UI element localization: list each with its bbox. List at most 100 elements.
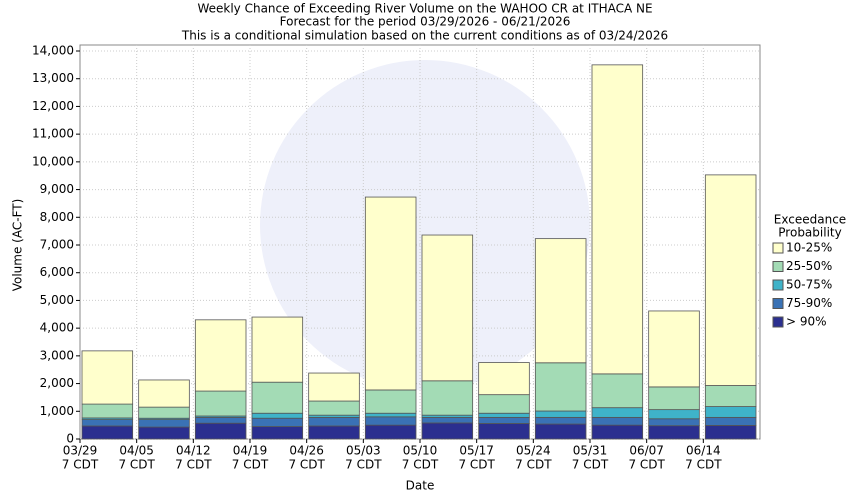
y-tick-label: 14,000 [32,44,74,58]
bar-segment [704,385,757,407]
bar-segment [251,316,304,383]
bar-segment [194,390,247,417]
x-tick-label: 06/14 [686,444,721,458]
bar-segment [704,425,757,440]
y-tick-label: 6,000 [40,265,74,279]
bar-segment [138,379,190,408]
bar-segment [421,380,474,416]
y-tick-label: 7,000 [40,238,74,252]
y-tick-label: 4,000 [40,321,74,335]
legend-swatch [772,298,784,309]
bar-segment [648,418,700,427]
legend-title: Probability [778,226,841,240]
bar-segment [251,412,304,419]
bar-segment [704,416,757,426]
bar-segment [534,362,587,412]
bar-segment [364,389,417,414]
x-tick-sublabel: 7 CDT [515,458,552,472]
y-tick-label: 10,000 [32,154,74,168]
y-tick-label: 13,000 [32,71,74,85]
y-axis-label: Volume (AC-FT) [11,199,25,292]
bar-segment [194,422,247,440]
legend-swatch [772,316,784,328]
bar-segment [704,174,757,386]
chart-subtitle: This is a conditional simulation based o… [181,29,668,43]
y-tick-label: 5,000 [40,293,74,307]
bar-segment [308,425,360,440]
bar-segment [308,416,360,427]
x-tick-sublabel: 7 CDT [232,458,269,472]
x-tick-sublabel: 7 CDT [628,458,665,472]
bar-segment [478,423,530,440]
bar-segment [364,412,417,418]
bar-segment [648,310,700,388]
bar-segment [138,426,190,440]
legend-swatch [772,242,784,254]
x-tick-label: 04/19 [233,444,268,458]
bar-segment [421,234,474,382]
bar-segment [421,422,474,440]
bar-segment [81,419,134,427]
bar-segment [308,400,360,416]
bar-segment [478,416,530,424]
x-tick-label: 05/03 [346,444,381,458]
bar-segment [308,372,360,402]
x-tick-sublabel: 7 CDT [288,458,325,472]
bar-segment [704,406,757,418]
bar-segment [194,416,247,424]
bar-segment [534,416,587,425]
bar-segment [251,381,304,414]
bar-segment [534,410,587,418]
legend-swatch [772,261,784,272]
chart-subtitle: Forecast for the period 03/29/2026 - 06/… [280,15,571,29]
bar-segment [421,416,474,424]
y-tick-label: 11,000 [32,127,74,141]
bar-segment [364,416,417,426]
x-tick-sublabel: 7 CDT [118,458,155,472]
x-axis-label: Date [406,479,435,493]
bar-segment [591,424,644,440]
x-tick-sublabel: 7 CDT [402,458,439,472]
x-tick-sublabel: 7 CDT [572,458,609,472]
x-tick-label: 04/26 [289,444,324,458]
bar-segment [591,373,644,409]
y-tick-label: 9,000 [40,182,74,196]
bar-segment [591,64,644,375]
x-tick-sublabel: 7 CDT [458,458,495,472]
y-tick-label: 0 [66,432,74,446]
bar-segment [251,417,304,427]
x-tick-label: 05/10 [403,444,438,458]
y-tick-label: 3,000 [40,348,74,362]
x-tick-label: 04/12 [176,444,211,458]
bar-segment [81,425,134,440]
bar-segment [591,416,644,426]
x-tick-label: 05/31 [573,444,608,458]
x-tick-sublabel: 7 CDT [62,458,99,472]
y-tick-label: 8,000 [40,210,74,224]
legend-label: 25-50% [786,259,832,273]
bar-segment [648,409,700,420]
x-tick-label: 03/29 [63,444,98,458]
bar-segment [138,406,190,419]
bar-segment [648,386,700,411]
x-tick-sublabel: 7 CDT [175,458,212,472]
x-tick-label: 05/17 [459,444,494,458]
x-tick-label: 04/05 [119,444,154,458]
legend-label: > 90% [786,315,827,329]
bar-segment [364,196,417,391]
bar-segment [648,425,700,440]
x-tick-label: 06/07 [629,444,664,458]
bar-segment [534,423,587,440]
bar-segment [81,350,134,405]
bar-segment [194,319,247,392]
legend-label: 50-75% [786,278,832,292]
y-tick-label: 1,000 [40,404,74,418]
chart-title: Weekly Chance of Exceeding River Volume … [197,2,652,16]
x-tick-sublabel: 7 CDT [685,458,722,472]
x-tick-sublabel: 7 CDT [345,458,382,472]
bar-segment [591,407,644,418]
x-tick-label: 05/24 [516,444,551,458]
legend-title: Exceedance [774,213,846,227]
bar-segment [478,412,530,418]
